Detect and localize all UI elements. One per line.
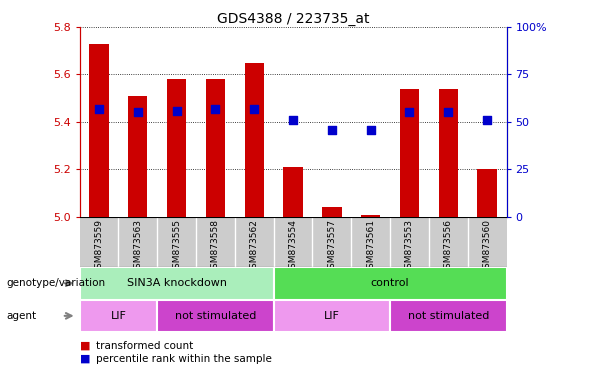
Bar [274,300,390,332]
Point [327,126,336,132]
Text: GSM873557: GSM873557 [327,220,336,275]
Point [366,126,375,132]
Bar [167,79,186,217]
Bar [128,96,147,217]
Bar [80,267,274,300]
Bar [400,89,419,217]
Point [94,106,104,112]
Point [444,109,453,116]
Text: GSM873556: GSM873556 [444,220,453,275]
Text: agent: agent [6,311,36,321]
Text: LIF: LIF [110,311,126,321]
Text: LIF: LIF [324,311,340,321]
Point [250,106,259,112]
Text: GSM873562: GSM873562 [250,220,259,274]
Point [211,106,220,112]
Text: GSM873558: GSM873558 [211,220,220,275]
Bar [390,300,507,332]
Title: GDS4388 / 223735_at: GDS4388 / 223735_at [217,12,369,26]
Point [133,109,143,116]
Text: percentile rank within the sample: percentile rank within the sample [96,354,272,364]
Text: GSM873563: GSM873563 [133,220,143,275]
Text: GSM873560: GSM873560 [482,220,492,275]
Bar [322,207,342,217]
Bar [206,79,225,217]
Text: GSM873559: GSM873559 [94,220,104,275]
Bar [244,63,264,217]
Text: transformed count: transformed count [96,341,193,351]
Bar [439,89,458,217]
Text: GSM873555: GSM873555 [172,220,181,275]
Bar [478,169,497,217]
Point [405,109,414,116]
Text: GSM873554: GSM873554 [289,220,297,274]
Text: ■: ■ [80,354,90,364]
Bar [283,167,303,217]
Bar [361,215,380,217]
Text: not stimulated: not stimulated [175,311,256,321]
Text: SIN3A knockdown: SIN3A knockdown [127,278,227,288]
Text: control: control [370,278,409,288]
Point [172,108,181,114]
Point [289,117,298,123]
Point [482,117,492,123]
Text: not stimulated: not stimulated [408,311,489,321]
Text: genotype/variation: genotype/variation [6,278,105,288]
Text: GSM873553: GSM873553 [405,220,414,275]
Bar [80,300,157,332]
Bar [274,267,507,300]
Bar [157,300,274,332]
Text: GSM873561: GSM873561 [366,220,375,275]
Text: ■: ■ [80,341,90,351]
Bar [89,43,108,217]
